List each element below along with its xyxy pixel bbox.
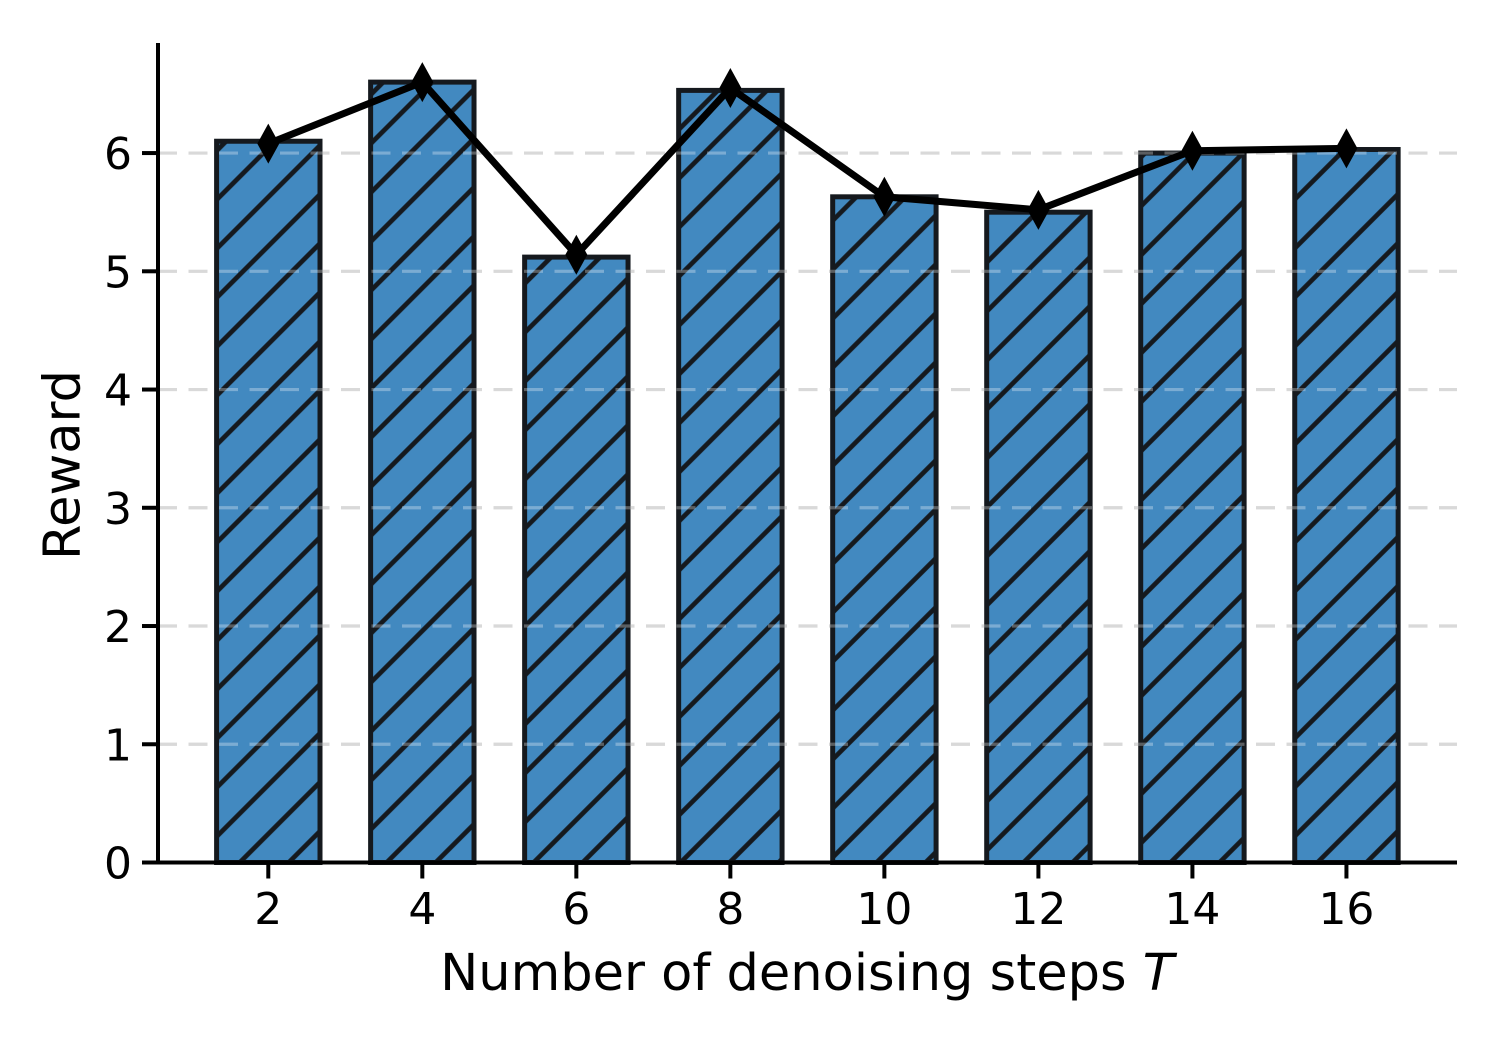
bar-hatch <box>1140 153 1245 863</box>
y-tick-label-3: 3 <box>104 484 132 535</box>
y-tick-label-1: 1 <box>104 720 132 771</box>
line-marker-T10 <box>873 176 896 217</box>
x-tick-label-8: 8 <box>716 884 744 935</box>
y-tick-label-0: 0 <box>104 839 132 890</box>
bar-hatch <box>832 196 937 863</box>
x-tick-label-4: 4 <box>408 884 436 935</box>
line-marker-T16 <box>1335 128 1358 169</box>
line-marker-T2 <box>257 123 280 164</box>
x-tick-label-6: 6 <box>562 884 590 935</box>
line-marker-T12 <box>1027 189 1050 230</box>
y-tick-label-4: 4 <box>104 366 132 417</box>
axes <box>142 43 1457 879</box>
y-tick-label-5: 5 <box>104 247 132 298</box>
bar-T12 <box>984 209 1093 865</box>
bar-hatch <box>986 212 1091 863</box>
line-marker-T6 <box>565 234 588 275</box>
bar-T14 <box>1138 150 1247 865</box>
reward-line <box>257 62 1358 275</box>
x-axis-label-text: Number of denoising steps <box>440 944 1127 1003</box>
line-marker-T4 <box>411 62 434 103</box>
reward-line-path <box>264 78 1350 259</box>
bar-hatch <box>678 90 783 863</box>
line-marker-T8 <box>719 68 742 109</box>
x-tick-label-2: 2 <box>254 884 282 935</box>
bar-T6 <box>522 254 631 865</box>
x-tick-label-16: 16 <box>1318 884 1374 935</box>
bar-hatch <box>370 82 475 863</box>
bar-hatch <box>1294 149 1399 863</box>
bar-T10 <box>830 194 939 866</box>
bar-hatch <box>524 257 629 863</box>
y-tick-label-6: 6 <box>104 129 132 180</box>
line-marker-T14 <box>1181 130 1204 171</box>
gridlines <box>158 151 1457 746</box>
y-axis-label: Reward <box>33 370 93 560</box>
x-tick-label-10: 10 <box>856 884 912 935</box>
bar-hatch <box>216 141 320 863</box>
grid-overlay <box>158 151 1457 746</box>
x-axis-label: Number of denoising steps T <box>440 948 1174 999</box>
x-tick-label-12: 12 <box>1010 884 1066 935</box>
x-tick-label-14: 14 <box>1164 884 1220 935</box>
bars <box>214 79 1401 866</box>
y-tick-label-2: 2 <box>104 602 132 653</box>
bar-T2 <box>214 138 323 865</box>
bar-T16 <box>1292 147 1401 865</box>
x-axis-label-variable: T <box>1142 944 1174 1003</box>
bar-T8 <box>676 87 785 865</box>
bar-T4 <box>368 79 477 865</box>
